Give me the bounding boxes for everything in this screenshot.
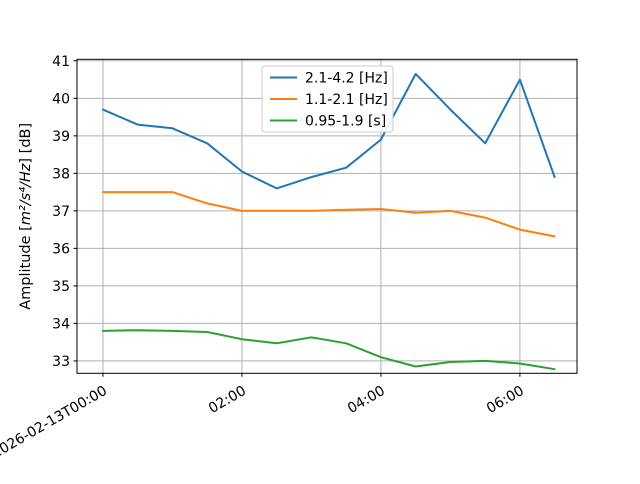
y-tick-label: 37 (52, 204, 70, 220)
legend-box (261, 65, 394, 133)
series-line-2.1-4.2-hz- (101, 72, 556, 190)
legend-label: 2.1-4.2 [Hz] (305, 71, 388, 87)
series-line-0.95-1.9-s- (101, 329, 556, 371)
y-axis-label: Amplitude [m²/s⁴/Hz] [dB] (18, 123, 34, 310)
series-line-1.1-2.1-hz- (101, 191, 556, 238)
y-tick-label: 38 (52, 166, 70, 182)
y-tick-label: 33 (52, 354, 70, 370)
y-tick-label: 35 (52, 279, 70, 295)
legend-label: 1.1-2.1 [Hz] (305, 92, 388, 108)
axes-spines (76, 58, 578, 374)
y-tick-label: 41 (52, 54, 70, 70)
y-tick-label: 40 (52, 91, 70, 107)
legend-label: 0.95-1.9 [s] (305, 114, 386, 130)
y-tick-label: 36 (52, 241, 70, 257)
y-tick-label: 34 (52, 316, 70, 332)
y-tick-label: 39 (52, 129, 70, 145)
